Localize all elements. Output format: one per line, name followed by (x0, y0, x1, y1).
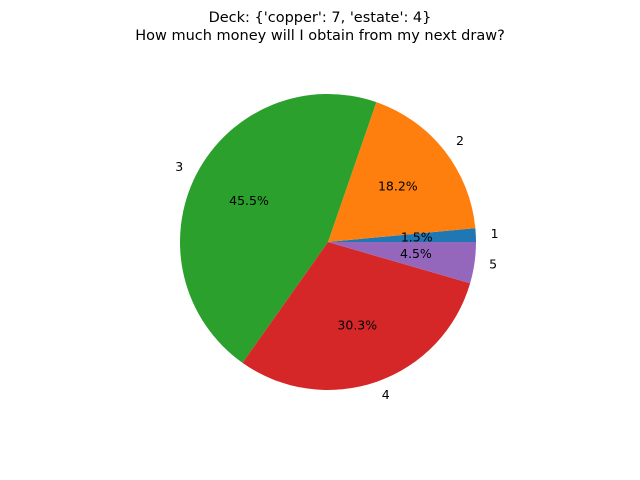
slice-percent-label: 1.5% (401, 229, 433, 244)
slice-percent-label: 30.3% (337, 317, 377, 332)
pie-slice-2 (328, 102, 476, 242)
slice-percent-label: 18.2% (378, 179, 418, 194)
slice-percent-label: 4.5% (400, 246, 432, 261)
slice-category-label: 4 (382, 387, 390, 402)
pie-slice-4 (242, 242, 471, 390)
chart-title-line-1: Deck: {'copper': 7, 'estate': 4} (209, 10, 432, 26)
slice-category-label: 1 (491, 226, 499, 241)
pie-slices (179, 93, 476, 390)
slice-category-label: 5 (489, 256, 497, 271)
pie-slice-5 (328, 242, 476, 284)
slice-percent-label: 45.5% (229, 193, 269, 208)
slice-category-label: 2 (456, 133, 464, 148)
pie-slice-3 (179, 93, 377, 363)
pie-labels: 1 1.5% 2 18.2% 3 45.5% 4 30.3% 5 4.5% (175, 133, 498, 402)
chart-title-line-2: How much money will I obtain from my nex… (135, 28, 505, 44)
slice-category-label: 3 (175, 159, 183, 174)
pie-slice-1 (328, 228, 476, 242)
